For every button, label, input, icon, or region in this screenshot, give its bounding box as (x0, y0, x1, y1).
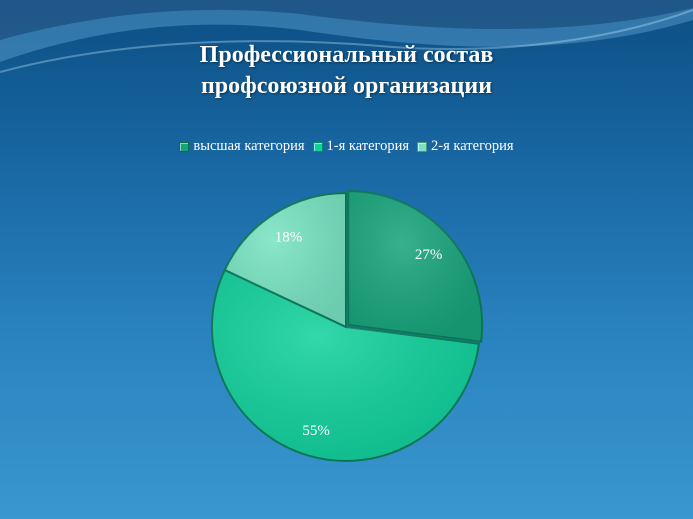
slice-label-first: 55% (302, 423, 330, 439)
slice-label-visshaya: 27% (415, 247, 443, 263)
chart-title: Профессиональный состав профсоюзной орга… (0, 40, 693, 102)
legend-swatch-visshaya (179, 141, 190, 152)
wave-highlight (0, 9, 693, 73)
chart-title-line-2: профсоюзной организации (200, 73, 493, 99)
legend-label-first: 1-я категория (326, 138, 410, 154)
pie-slices (211, 190, 484, 462)
legend-item-visshaya: высшая категория (179, 138, 305, 155)
wave-light (0, 0, 693, 62)
wave-dark (0, 0, 693, 40)
legend-label-second: 2-я категория (431, 138, 514, 154)
slice-visshaya-shading (348, 191, 483, 342)
slice-first-shading (212, 269, 479, 462)
slice-label-second: 18% (275, 229, 303, 245)
legend-item-second: 2-я категория (417, 138, 514, 155)
legend-label-visshaya: высшая категория (193, 138, 305, 154)
slice-second-shading (224, 193, 346, 327)
legend-swatch-second (417, 141, 428, 152)
legend-item-first: 1-я категория (312, 138, 410, 155)
chart-title-line-1: Профессиональный состав (199, 42, 494, 68)
chart-legend: высшая категория 1-я категория 2-я катег… (0, 138, 693, 155)
legend-swatch-first (312, 141, 323, 152)
pie-labels: 27% 55% 18% (275, 229, 443, 438)
